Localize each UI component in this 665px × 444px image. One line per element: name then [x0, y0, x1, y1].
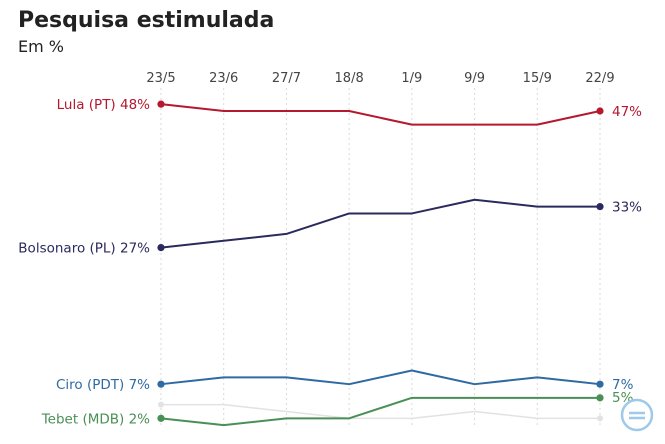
series-ciro-pdt: Ciro (PDT) 7% 7%	[56, 369, 634, 393]
end-point	[596, 394, 604, 402]
x-tick-label: 27/7	[272, 71, 301, 86]
series-background	[158, 401, 603, 422]
x-tick-label: 9/9	[464, 71, 485, 86]
series-end-label: 47%	[612, 104, 642, 120]
series-bolsonaro-pl: Bolsonaro (PL) 27% 33%	[18, 198, 642, 257]
x-tick-label: 23/5	[146, 71, 175, 86]
series-end-label: 7%	[612, 377, 634, 393]
series-line	[160, 198, 600, 249]
x-tick-label: 23/6	[209, 71, 238, 86]
start-point	[157, 243, 165, 252]
series-line	[160, 396, 600, 427]
series-line	[161, 403, 600, 420]
series-start-label: Bolsonaro (PL) 27%	[18, 241, 150, 257]
chart-title: Pesquisa estimulada	[18, 8, 275, 33]
series-line	[160, 103, 601, 126]
publisher-logo-icon	[620, 398, 654, 432]
start-point	[157, 414, 165, 422]
end-point	[596, 107, 604, 115]
series-lula-pt: Lula (PT) 48% 47%	[57, 97, 642, 126]
series-start-label: Ciro (PDT) 7%	[56, 377, 150, 393]
start-point	[158, 401, 164, 408]
end-point	[596, 380, 604, 388]
x-axis-ticks: 23/5 23/6 27/7 18/8 1/9 9/9 15/9 22/9	[146, 71, 614, 86]
start-point	[157, 100, 165, 108]
end-point	[597, 415, 603, 422]
x-tick-label: 18/8	[335, 71, 364, 86]
gridlines	[160, 88, 601, 425]
series-start-label: Lula (PT) 48%	[57, 97, 151, 113]
chart-subtitle: Em %	[18, 37, 64, 56]
series-line	[160, 369, 601, 386]
end-point	[596, 203, 604, 211]
start-point	[157, 380, 165, 388]
series-tebet-mdb: Tebet (MDB) 2%5%	[41, 390, 634, 427]
x-tick-label: 22/9	[585, 71, 614, 86]
x-tick-label: 1/9	[401, 71, 422, 86]
series-start-label: Tebet (MDB) 2%	[41, 411, 150, 427]
series-end-label: 33%	[612, 200, 642, 216]
x-tick-label: 15/9	[523, 71, 552, 86]
